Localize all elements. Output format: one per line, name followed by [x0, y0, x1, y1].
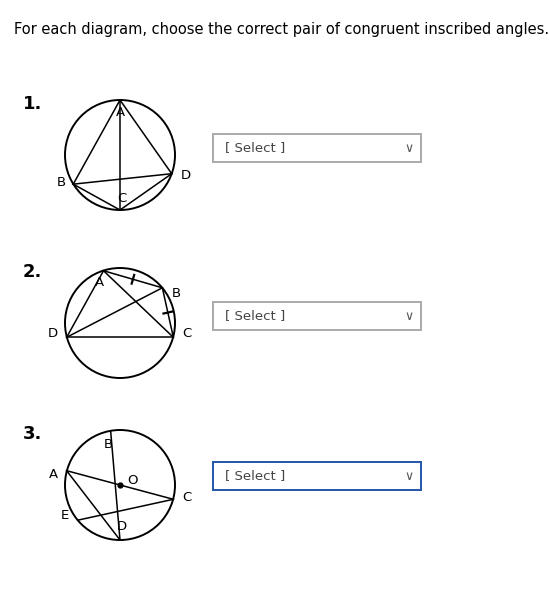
Text: D: D [48, 327, 58, 340]
Text: [ Select ]: [ Select ] [225, 142, 285, 154]
Text: B: B [104, 438, 113, 451]
Text: For each diagram, choose the correct pair of congruent inscribed angles.: For each diagram, choose the correct pai… [14, 22, 549, 37]
Text: B: B [172, 287, 181, 300]
Text: 2.: 2. [23, 263, 42, 281]
Text: C: C [183, 491, 192, 504]
FancyBboxPatch shape [213, 134, 421, 162]
Text: 3.: 3. [23, 425, 42, 443]
Text: D: D [181, 169, 191, 182]
Text: ∨: ∨ [405, 469, 413, 483]
Text: D: D [117, 520, 127, 533]
Text: B: B [57, 176, 66, 188]
Text: E: E [60, 509, 69, 521]
Text: A: A [115, 105, 125, 118]
Text: A: A [49, 468, 58, 481]
Text: C: C [117, 191, 127, 205]
Text: A: A [95, 276, 104, 289]
Text: O: O [127, 474, 137, 487]
FancyBboxPatch shape [213, 302, 421, 330]
Text: [ Select ]: [ Select ] [225, 310, 285, 322]
Text: [ Select ]: [ Select ] [225, 469, 285, 483]
Text: C: C [183, 327, 192, 340]
Text: ∨: ∨ [405, 310, 413, 322]
FancyBboxPatch shape [213, 462, 421, 490]
Text: 1.: 1. [23, 95, 42, 113]
Text: ∨: ∨ [405, 142, 413, 154]
